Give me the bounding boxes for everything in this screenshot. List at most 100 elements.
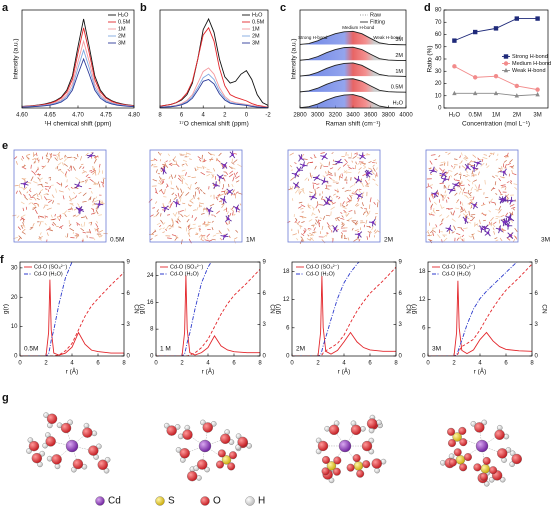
water-molecule bbox=[95, 206, 98, 210]
water-molecule bbox=[200, 212, 205, 215]
water-molecule bbox=[88, 228, 92, 234]
annotation: Strong H-bond bbox=[298, 35, 328, 40]
water-molecule bbox=[346, 212, 350, 217]
water-molecule bbox=[452, 210, 456, 216]
water-molecule bbox=[347, 237, 350, 241]
plot-area bbox=[160, 17, 268, 108]
water-molecule bbox=[373, 201, 376, 205]
water-molecule bbox=[38, 191, 41, 196]
water-molecule bbox=[474, 222, 476, 227]
water-molecule bbox=[514, 228, 518, 233]
plot-frame bbox=[21, 9, 135, 109]
ion bbox=[208, 209, 211, 212]
atom bbox=[371, 458, 382, 469]
water-molecule bbox=[298, 201, 303, 204]
y2-axis-title: CN bbox=[132, 304, 139, 314]
water-molecule bbox=[212, 234, 217, 237]
water-molecule bbox=[34, 157, 39, 161]
atom bbox=[448, 458, 457, 467]
water-molecule bbox=[316, 186, 320, 189]
water-molecule bbox=[200, 234, 206, 237]
water-molecule bbox=[341, 205, 346, 208]
water-molecule bbox=[432, 230, 436, 233]
water-molecule bbox=[329, 200, 334, 203]
water-molecule bbox=[47, 159, 50, 163]
water-molecule bbox=[32, 157, 36, 161]
legend-label: 1M bbox=[118, 26, 126, 32]
atom bbox=[480, 464, 490, 474]
ion bbox=[223, 234, 226, 238]
water-molecule bbox=[330, 206, 335, 210]
water-molecule bbox=[347, 217, 353, 221]
water-molecule bbox=[506, 155, 509, 158]
water-molecule bbox=[444, 171, 449, 176]
water-molecule bbox=[439, 182, 444, 184]
water-molecule bbox=[195, 232, 199, 234]
water-molecule bbox=[208, 171, 213, 174]
water-molecule bbox=[165, 228, 167, 232]
water-molecule bbox=[428, 239, 433, 242]
atom bbox=[332, 467, 341, 476]
water-molecule bbox=[58, 225, 64, 229]
water-molecule bbox=[228, 235, 231, 239]
water-molecule bbox=[49, 185, 51, 190]
water-molecule bbox=[303, 229, 306, 233]
water-molecule bbox=[511, 207, 516, 209]
water-molecule bbox=[16, 215, 20, 219]
legend-label: Cd bbox=[108, 496, 121, 507]
water-molecule bbox=[357, 197, 360, 202]
water-molecule bbox=[460, 184, 465, 187]
water-molecule bbox=[72, 231, 75, 234]
water-molecule bbox=[199, 188, 203, 192]
inset-label: 1 M bbox=[160, 346, 171, 353]
water-molecule bbox=[94, 157, 98, 161]
water-molecule bbox=[483, 219, 486, 222]
water-molecule bbox=[30, 176, 34, 182]
water-molecule bbox=[429, 160, 433, 165]
x-tick-label: 4.70 bbox=[72, 113, 84, 119]
water-molecule bbox=[453, 165, 456, 170]
water-molecule bbox=[314, 165, 317, 170]
plot-area bbox=[300, 30, 406, 108]
y-axis-title: Ratio (%) bbox=[427, 45, 434, 72]
legend-label: Strong H-bond bbox=[512, 54, 548, 60]
water-molecule bbox=[347, 166, 352, 170]
simulation-box bbox=[425, 149, 519, 243]
water-molecule bbox=[26, 191, 29, 194]
water-molecule bbox=[158, 227, 162, 231]
band-fill bbox=[300, 62, 406, 77]
water-molecule bbox=[213, 167, 216, 172]
water-molecule bbox=[309, 161, 314, 164]
legend-label: Cd-O (SO₄²⁻) bbox=[306, 264, 339, 270]
plot-frame bbox=[19, 261, 125, 357]
water-molecule bbox=[94, 155, 99, 158]
y2-tick-label: 0 bbox=[399, 354, 403, 360]
water-molecule bbox=[461, 201, 464, 206]
y-tick-label: 0 bbox=[422, 354, 426, 360]
water-molecule bbox=[170, 187, 175, 190]
coordination-cluster bbox=[440, 419, 522, 487]
water-molecule bbox=[437, 234, 441, 239]
water-molecule bbox=[92, 183, 97, 186]
water-molecule bbox=[226, 211, 229, 215]
water-molecule bbox=[72, 215, 76, 217]
water-molecule bbox=[221, 203, 225, 208]
atom bbox=[489, 466, 498, 475]
water-molecule bbox=[460, 210, 465, 213]
water-molecule bbox=[357, 162, 360, 165]
legend-label: Cd-O (H₂O) bbox=[170, 271, 199, 277]
water-molecule bbox=[75, 177, 79, 180]
water-molecule bbox=[488, 221, 491, 225]
water-molecule bbox=[311, 212, 314, 216]
series-line bbox=[428, 262, 518, 356]
panel-letter: e bbox=[2, 140, 8, 152]
ion bbox=[78, 208, 82, 212]
water-molecule bbox=[46, 227, 51, 231]
water-molecule bbox=[476, 190, 479, 192]
water-molecule bbox=[352, 167, 355, 170]
water-molecule bbox=[471, 233, 474, 236]
water-molecule bbox=[439, 164, 444, 166]
water-molecule bbox=[44, 216, 47, 219]
water-molecule bbox=[477, 225, 481, 228]
water-molecule bbox=[341, 224, 345, 228]
